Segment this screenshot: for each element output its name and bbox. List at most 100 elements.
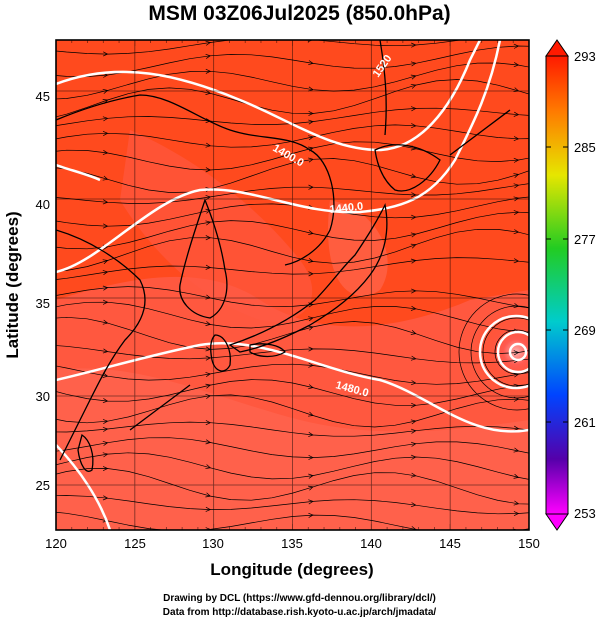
typhoon-swirl: [458, 293, 529, 411]
streamline-arrow: [205, 383, 212, 389]
streamline-arrow: [410, 258, 417, 264]
streamline-arrow: [102, 51, 109, 57]
x-tick-145: 145: [439, 536, 461, 551]
x-tick-125: 125: [124, 536, 146, 551]
typhoon-contour-2: [496, 330, 529, 374]
streamline-arrow: [102, 495, 109, 501]
streamline-arrow: [411, 402, 417, 408]
typhoon-contour-1: [478, 314, 529, 390]
streamline-arrow: [308, 454, 314, 460]
streamline-arrow: [102, 452, 109, 458]
streamline-arrow: [308, 512, 314, 518]
streamline-arrow: [410, 355, 417, 361]
streamline-arrow: [410, 454, 417, 460]
x-axis-title: Longitude (degrees): [210, 560, 373, 579]
streamline-arrow: [102, 419, 109, 425]
streamline-arrow: [410, 192, 417, 198]
coast-china-east: [56, 229, 146, 461]
x-tick-120: 120: [45, 536, 67, 551]
coast-shikoku: [249, 343, 286, 358]
streamline-arrow: [410, 305, 417, 311]
streamline-arrow: [308, 362, 314, 368]
streamline-arrow: [308, 346, 314, 352]
streamline-arrow: [513, 111, 520, 117]
streamline-arrow: [410, 419, 417, 425]
streamline-arrow: [308, 432, 314, 437]
streamline-arrow: [513, 447, 520, 453]
streamline-arrow: [410, 74, 417, 80]
streamline-arrow: [410, 428, 417, 434]
streamline-arrow: [514, 30, 519, 34]
streamline-arrow: [102, 223, 109, 229]
typhoon-swirl: [470, 305, 529, 399]
streamline-arrow: [205, 464, 212, 470]
colorbar-tick-293: 293: [574, 49, 596, 64]
colorbar-tick-285: 285: [574, 140, 596, 155]
streamline-arrow: [513, 425, 520, 431]
colorbar-tick-269: 269: [574, 323, 596, 338]
streamline-arrow: [102, 285, 109, 291]
streamline-arrow: [513, 136, 520, 142]
streamline-arrow: [410, 380, 417, 386]
streamline-arrow: [205, 506, 212, 512]
streamline-arrow: [102, 440, 109, 446]
streamline-arrow: [308, 316, 314, 322]
streamline-arrow: [513, 511, 520, 517]
streamline-arrow: [102, 199, 109, 205]
coast-kuril: [449, 109, 511, 156]
streamline-arrow: [102, 270, 109, 275]
typhoon-swirl: [494, 329, 529, 375]
colorbar-tick-261: 261: [574, 415, 596, 430]
streamline-arrow: [102, 116, 109, 122]
streamline-arrow: [308, 473, 314, 479]
streamline-arrow: [205, 439, 212, 445]
streamline-arrow: [205, 68, 212, 74]
x-tick-150: 150: [518, 536, 540, 551]
x-tick-140: 140: [360, 536, 382, 551]
streamline-arrow: [513, 196, 520, 202]
streamline-arrow: [410, 502, 417, 508]
streamline-arrow: [102, 372, 109, 378]
streamline-arrow: [308, 499, 314, 505]
streamline-arrow: [205, 492, 212, 498]
y-tick-25: 25: [36, 478, 50, 493]
streamline-arrow: [102, 348, 109, 354]
streamline-arrow: [410, 243, 417, 249]
streamline-arrow: [410, 61, 417, 67]
streamline-arrow: [102, 259, 109, 265]
coast-hokkaido: [374, 144, 441, 192]
streamline-arrow: [513, 303, 520, 309]
coast-korea: [179, 198, 228, 319]
contour-1480: [56, 342, 529, 433]
streamline-arrow: [102, 150, 109, 155]
colorbar-tick-277: 277: [574, 232, 596, 247]
contour-1400: [56, 40, 482, 152]
streamline-arrow: [308, 60, 314, 66]
map-title: MSM 03Z06Jul2025 (850.0hPa): [148, 2, 451, 25]
typhoon-contour-3: [508, 342, 528, 362]
coast-asia-mainland: [56, 94, 335, 266]
streamline-arrow: [410, 173, 417, 179]
x-tick-135: 135: [281, 536, 303, 551]
streamline-arrow: [308, 411, 314, 417]
streamline-arrow: [411, 214, 417, 220]
credit-drawing: Drawing by DCL (https://www.gfd-dennou.o…: [163, 593, 436, 604]
streamline-arrow: [410, 232, 417, 238]
contour-1440b: [56, 163, 101, 182]
streamline-arrow: [513, 258, 520, 264]
streamline-arrow: [308, 271, 314, 277]
streamline-arrow: [513, 500, 520, 506]
streamline-arrow: [411, 123, 417, 129]
y-tick-45: 45: [36, 89, 50, 104]
streamline-arrow: [513, 473, 520, 479]
streamline-arrow: [513, 157, 520, 163]
y-axis-title: Latitude (degrees): [3, 211, 22, 358]
streamline-arrow: [308, 384, 314, 390]
streamline-arrow: [410, 83, 417, 89]
streamline-arrow: [205, 321, 212, 326]
colorbar-bottom-arrow: [545, 513, 569, 531]
streamline-arrow: [513, 43, 520, 49]
streamline-arrow: [205, 208, 212, 214]
credit-data: Data from http://database.rish.kyoto-u.a…: [162, 607, 437, 618]
